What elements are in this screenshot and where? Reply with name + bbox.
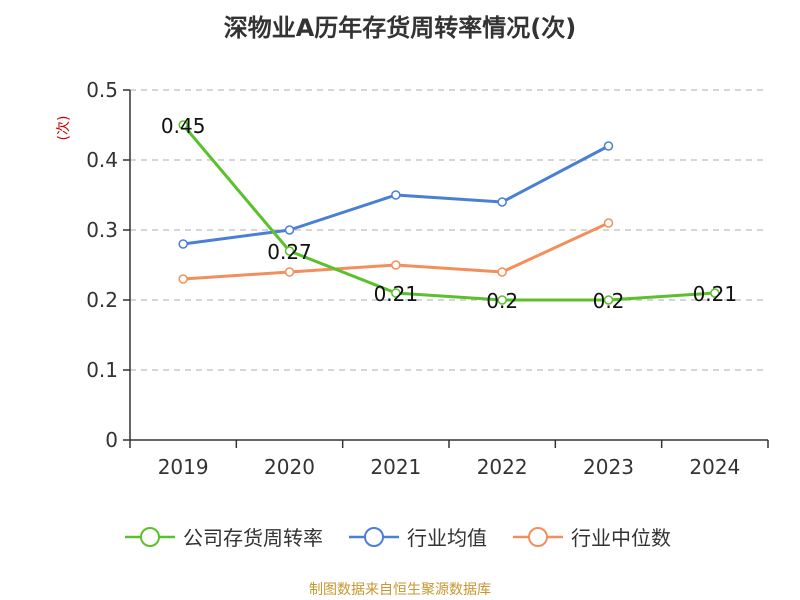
legend-label-1: 行业均值 [407, 526, 487, 550]
series-0-point-2024 [710, 288, 720, 298]
series-1-point-2021 [391, 190, 401, 200]
data-label-2020: 0.27 [267, 240, 312, 264]
legend-item-1: 行业均值 [349, 526, 487, 550]
series-1-point-2022 [497, 197, 507, 207]
data-label-2021: 0.21 [374, 282, 419, 306]
y-tick-label-0: 0 [105, 428, 118, 452]
x-tick-label-2024: 2024 [689, 455, 740, 479]
series-1-point-2019 [178, 239, 188, 249]
legend: 公司存货周转率 行业均值 行业中位数 [125, 526, 671, 550]
series-line-0 [182, 124, 715, 302]
y-tick-label-4: 0.4 [86, 148, 118, 172]
source-note: 制图数据来自恒生聚源数据库 [309, 582, 491, 598]
data-labels: 0.45 0.27 0.21 0.2 0.2 0.21 [161, 114, 737, 313]
grid-lines [130, 89, 768, 371]
chart-title: 深物业A历年存货周转率情况(次) [223, 14, 577, 42]
series-0-point-2020 [284, 246, 295, 256]
legend-item-2: 行业中位数 [513, 526, 671, 550]
series-lines [178, 120, 720, 305]
series-2-point-2019 [178, 274, 188, 284]
series-line-2 [183, 221, 610, 281]
legend-label-0: 公司存货周转率 [183, 526, 323, 550]
x-tick-label-2022: 2022 [477, 455, 528, 479]
series-2-point-2023 [603, 218, 614, 228]
series-0-point-2021 [391, 288, 401, 298]
y-axis-unit-label: (次) [56, 116, 72, 141]
data-label-2023: 0.2 [593, 289, 625, 313]
x-tick-label-2021: 2021 [370, 455, 421, 479]
data-label-2022: 0.2 [486, 289, 518, 313]
series-1-point-2023 [603, 141, 614, 151]
y-tick-label-1: 0.1 [86, 358, 118, 382]
legend-marker-0 [140, 527, 160, 547]
x-tick-label-2019: 2019 [158, 455, 209, 479]
legend-item-0: 公司存货周转率 [125, 526, 323, 550]
legend-label-2: 行业中位数 [571, 526, 671, 550]
legend-marker-2 [528, 527, 548, 547]
series-2-point-2022 [497, 267, 507, 277]
x-tick-label-2023: 2023 [583, 455, 634, 479]
y-tick-label-5: 0.5 [86, 78, 118, 102]
series-2-point-2021 [391, 260, 401, 270]
axes: 0 0.1 0.2 0.3 0.4 0.5 (次) 2019 2020 2021 2022 2023 2… [56, 78, 769, 479]
data-label-2019: 0.45 [161, 114, 206, 138]
x-tick-label-2020: 2020 [264, 455, 315, 479]
series-0-point-2023 [603, 295, 614, 305]
series-2-point-2020 [284, 267, 295, 277]
data-label-2024: 0.21 [693, 282, 738, 306]
series-0-point-2022 [497, 295, 507, 305]
legend-marker-1 [364, 527, 384, 547]
series-0-point-2019 [178, 120, 188, 130]
y-tick-label-3: 0.3 [86, 218, 118, 242]
series-1-point-2020 [284, 225, 295, 235]
y-tick-label-2: 0.2 [86, 288, 118, 312]
